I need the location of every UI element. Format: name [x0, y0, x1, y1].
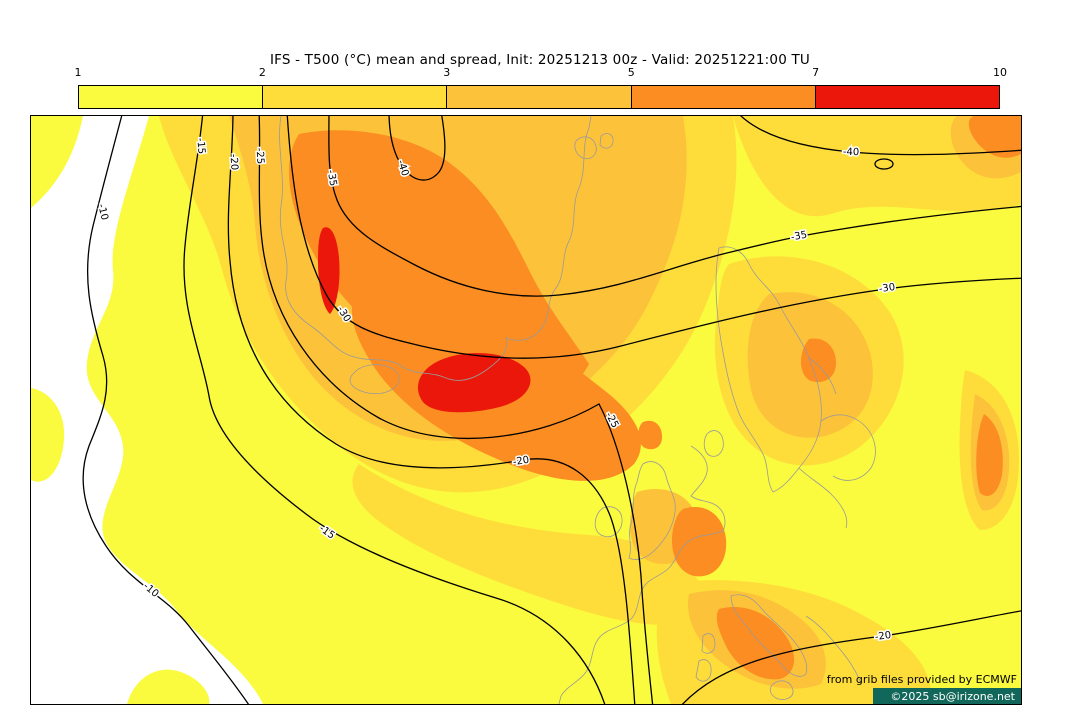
- colorbar-segment-5-7: [630, 86, 815, 108]
- coastline-denmark: [703, 430, 724, 457]
- spread-region: [638, 420, 663, 450]
- coastline-sicily: [769, 680, 794, 700]
- contour-label: -40: [395, 159, 411, 178]
- contour-minus-30: [286, 116, 1021, 359]
- spread-region: [716, 607, 795, 680]
- colorbar-tick-3: 3: [443, 66, 451, 79]
- spread-region: [733, 116, 1021, 217]
- coastline-iceland: [349, 364, 400, 394]
- contour-minus-40-east: [740, 116, 1021, 156]
- coastline-corsica-sardinia: [695, 633, 716, 682]
- spread-region: [127, 669, 210, 704]
- colorbar-segment-2-3: [262, 86, 447, 108]
- coastline-western-europe: [558, 445, 726, 704]
- data-provider-text: from grib files provided by ECMWF: [827, 673, 1017, 686]
- contour-minus-25: [258, 116, 654, 704]
- spread-region: [352, 464, 709, 625]
- mean-contours: [82, 116, 1021, 704]
- contour-minus-35: [328, 116, 1021, 297]
- contour-label: -25: [253, 147, 265, 164]
- spread-region: [968, 116, 1021, 158]
- colorbar-tick-7: 7: [812, 66, 820, 79]
- spread-region-max: [417, 353, 531, 413]
- coastline-gulf-bothnia: [808, 357, 837, 395]
- contour-label: -15: [194, 137, 206, 154]
- colorbar-segment-7-10: [814, 86, 1000, 108]
- contour-label: -40: [843, 147, 860, 159]
- coastline-greenland: [279, 116, 592, 381]
- contour-label: -35: [790, 230, 808, 244]
- colorbar-segment-1-2: [79, 86, 263, 108]
- spread-region: [800, 338, 836, 383]
- contour-small-closed: [874, 158, 894, 170]
- contour-label: -20: [874, 630, 892, 643]
- spread-region: [976, 414, 1003, 496]
- spread-region: [31, 388, 65, 482]
- colorbar-tick-5: 5: [627, 66, 635, 79]
- copyright-text: ©2025 sb@irizone.net: [890, 690, 1015, 703]
- coastline-baltic-south: [798, 467, 848, 529]
- contour-label: -30: [878, 282, 896, 295]
- coastline-uk: [628, 461, 676, 560]
- spread-region: [671, 507, 727, 577]
- contour-label: -35: [325, 169, 338, 187]
- chart-title: IFS - T500 (°C) mean and spread, Init: 2…: [269, 52, 811, 68]
- colorbar-tick-1: 1: [74, 66, 82, 79]
- coastline-ireland: [594, 506, 623, 538]
- coastline-italy: [730, 594, 808, 677]
- contour-minus-10: [82, 116, 250, 704]
- contour-minus-20-west: [227, 116, 636, 704]
- credits: from grib files provided by ECMWF ©2025 …: [827, 673, 1021, 704]
- colorbar-tick-2: 2: [258, 66, 266, 79]
- coastline-baltic: [820, 414, 876, 481]
- contour-minus-40-hairpin: [388, 116, 446, 181]
- spread-region: [31, 116, 83, 208]
- coastlines: [279, 116, 876, 704]
- contour-minus-15: [183, 116, 606, 704]
- contour-label: -20: [512, 455, 530, 468]
- contour-minus-20-southeast: [681, 610, 1021, 704]
- coastline-adriatic-balkans: [805, 615, 862, 685]
- spread-region: [318, 227, 340, 314]
- weather-map: -10 -10 -15 -15 -20 -20 -20 -25 -25 -30 …: [31, 116, 1021, 704]
- spread-level-7-10: [318, 227, 531, 413]
- colorbar-segment-3-5: [446, 86, 631, 108]
- colorbar-tick-labels: 1 2 3 5 7 10: [74, 66, 1008, 82]
- coastline-svalbard: [574, 133, 614, 160]
- colorbar: [78, 85, 1000, 109]
- map-panel: -10 -10 -15 -15 -20 -20 -20 -25 -25 -30 …: [30, 115, 1022, 705]
- contour-label: -20: [228, 154, 240, 171]
- colorbar-tick-10: 10: [993, 66, 1007, 79]
- copyright-banner: [873, 688, 1021, 704]
